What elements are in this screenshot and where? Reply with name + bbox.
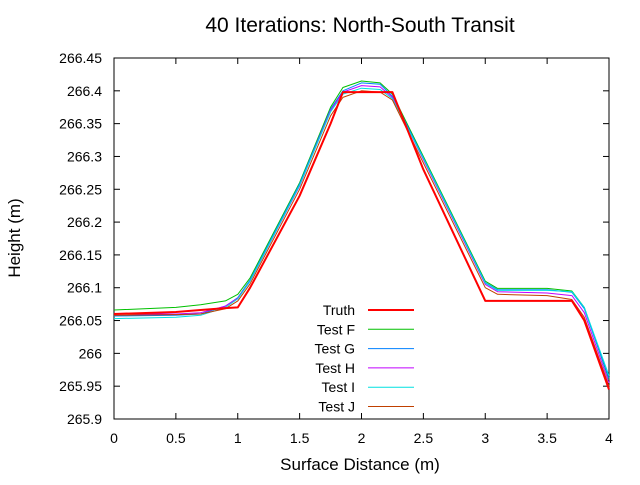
y-tick-label: 266.45	[59, 50, 102, 66]
legend-label: Test H	[315, 360, 355, 376]
x-tick-label: 3.5	[537, 430, 557, 446]
x-tick-label: 2	[358, 430, 366, 446]
y-tick-label: 266.35	[59, 116, 102, 132]
series-line-test-g	[113, 82, 610, 379]
x-tick-label: 3	[481, 430, 489, 446]
chart-title: 40 Iterations: North-South Transit	[205, 14, 514, 37]
y-tick-label: 265.95	[59, 378, 102, 394]
series-line-test-f	[113, 80, 610, 380]
y-axis-label: Height (m)	[5, 198, 24, 277]
x-axis-label: Surface Distance (m)	[280, 455, 440, 474]
legend-label: Test F	[317, 321, 355, 337]
y-tick-label: 266.05	[59, 313, 102, 329]
x-tick-label: 1	[234, 430, 242, 446]
x-tick-label: 2.5	[414, 430, 434, 446]
x-tick-label: 0	[110, 430, 118, 446]
legend-label: Test I	[322, 379, 355, 395]
y-tick-label: 266.2	[67, 214, 102, 230]
y-tick-label: 266.3	[67, 148, 102, 164]
y-tick-label: 266	[79, 345, 103, 361]
y-tick-label: 266.1	[67, 280, 102, 296]
legend-label: Truth	[323, 302, 355, 318]
series-line-test-i	[113, 87, 610, 376]
legend-label: Test G	[315, 341, 355, 357]
x-tick-label: 0.5	[166, 430, 186, 446]
y-tick-label: 265.9	[67, 411, 102, 427]
y-tick-label: 266.4	[67, 83, 102, 99]
series-line-truth	[113, 91, 610, 390]
x-tick-label: 1.5	[290, 430, 310, 446]
series-line-test-j	[113, 90, 610, 387]
y-tick-label: 266.15	[59, 247, 102, 263]
legend-label: Test J	[318, 399, 355, 415]
x-tick-label: 4	[605, 430, 613, 446]
series-line-test-h	[114, 85, 610, 384]
y-tick-label: 266.25	[59, 181, 102, 197]
plot-frame	[113, 57, 610, 420]
